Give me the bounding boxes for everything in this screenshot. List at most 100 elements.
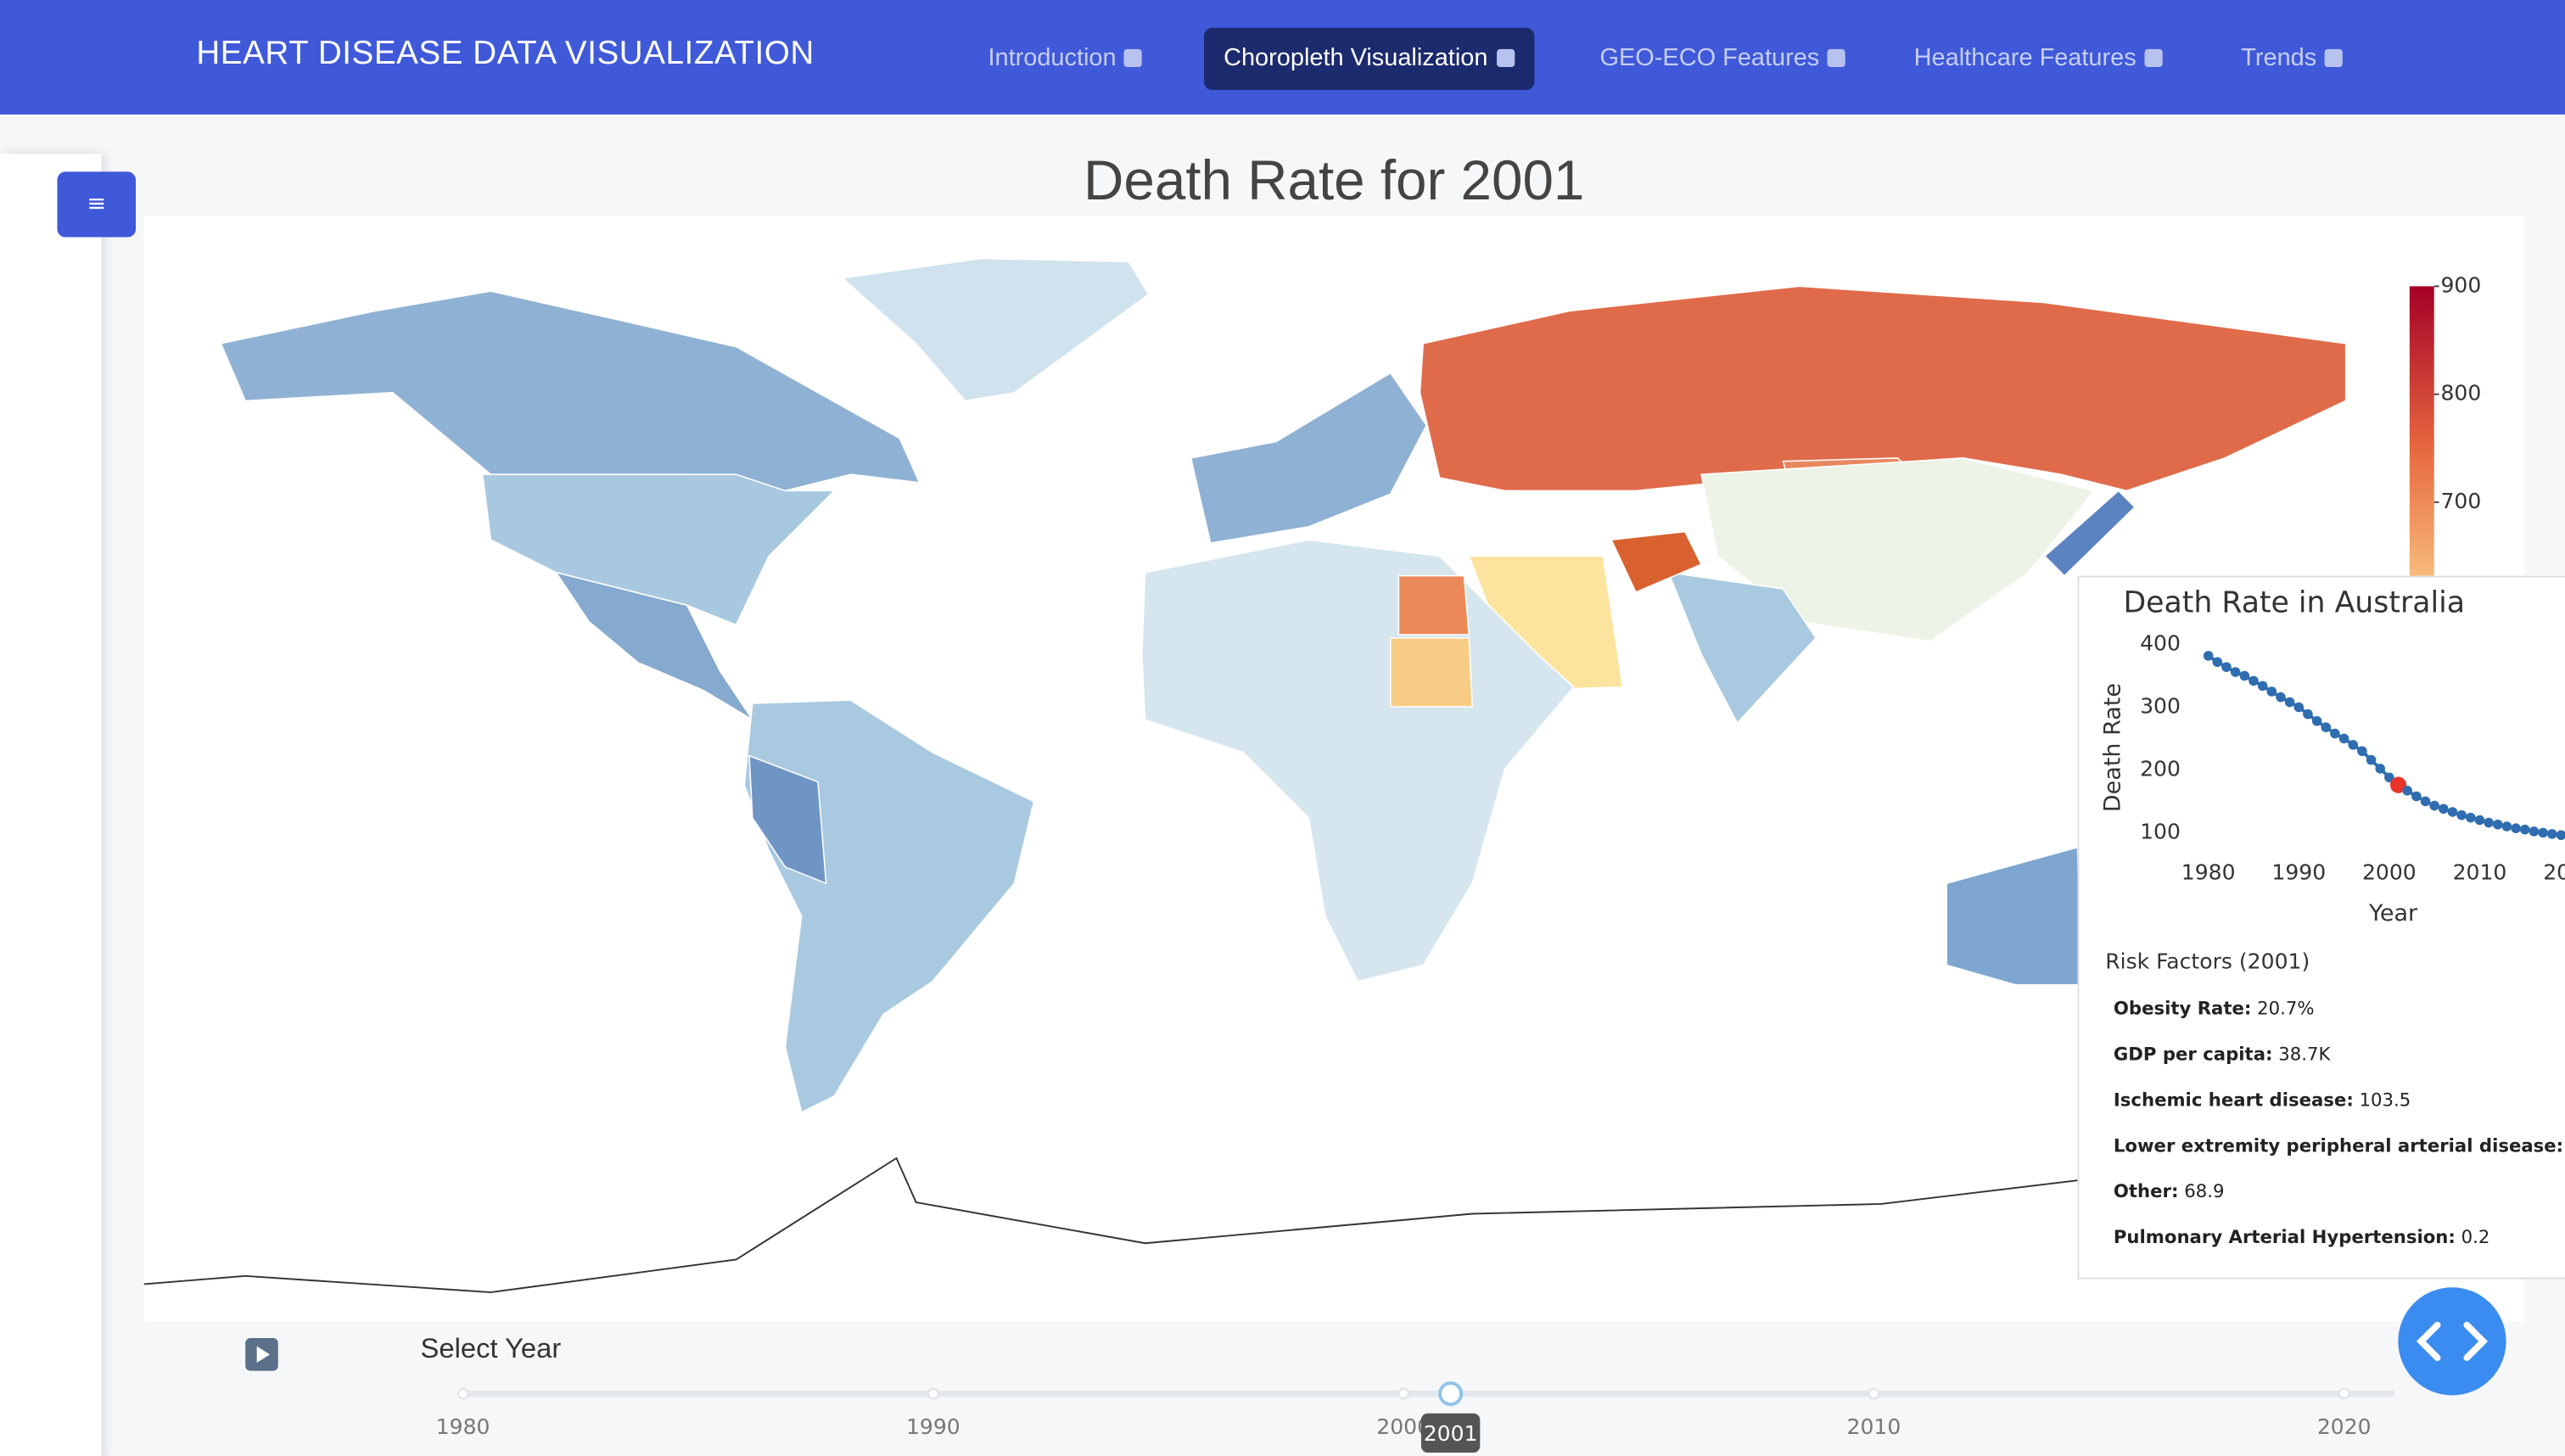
slider-tick bbox=[1397, 1387, 1409, 1400]
slider-tick-label: 2000 bbox=[1376, 1414, 1431, 1439]
risk-factor: Lower extremity peripheral arterial dise… bbox=[2114, 1135, 2565, 1156]
point bbox=[2212, 657, 2223, 668]
nav-item[interactable]: Healthcare Features bbox=[1895, 28, 2182, 90]
country[interactable] bbox=[841, 257, 1150, 402]
country[interactable] bbox=[1419, 285, 2347, 492]
colorbar-tick-label: 800 bbox=[2440, 381, 2481, 406]
nav-item[interactable]: Choropleth Visualization bbox=[1203, 27, 1534, 91]
colorbar-tick-label: 700 bbox=[2440, 489, 2481, 513]
risk-factor-label: Obesity Rate: bbox=[2113, 998, 2252, 1020]
risk-factor: Obesity Rate: 20.7% bbox=[2114, 998, 2315, 1019]
slider-tick-label: 2020 bbox=[2317, 1414, 2372, 1439]
risk-factor-value: 103.5 bbox=[2359, 1089, 2411, 1112]
play-button[interactable] bbox=[245, 1338, 278, 1371]
slider-value: 2001 bbox=[1424, 1421, 1478, 1446]
country[interactable] bbox=[481, 473, 837, 626]
point bbox=[2266, 686, 2277, 697]
navbar: HEART DISEASE DATA VISUALIZATION Introdu… bbox=[0, 0, 2565, 115]
point bbox=[2439, 804, 2449, 815]
country[interactable] bbox=[220, 290, 921, 522]
point bbox=[2402, 786, 2412, 796]
nav-label: Choropleth Visualization bbox=[1224, 44, 1488, 72]
nav-item[interactable]: GEO-ECO Features bbox=[1580, 28, 1865, 90]
slider-badge bbox=[1420, 1413, 1481, 1453]
point bbox=[2511, 823, 2521, 833]
point bbox=[2239, 670, 2250, 681]
risk-factor-value: 0.2 bbox=[2461, 1226, 2490, 1249]
point bbox=[2501, 821, 2512, 832]
slider-label: Select Year bbox=[420, 1333, 562, 1364]
country[interactable] bbox=[748, 754, 827, 885]
antarctica bbox=[143, 1156, 2349, 1294]
risk-factor-value: 68.9 bbox=[2184, 1180, 2225, 1203]
point bbox=[2411, 791, 2422, 802]
y-tick-label: 400 bbox=[2140, 631, 2181, 656]
point bbox=[2546, 829, 2557, 839]
point bbox=[2257, 680, 2268, 692]
x-tick-label: 1990 bbox=[2271, 860, 2326, 885]
point bbox=[2330, 728, 2340, 739]
slider-tick-label: 1990 bbox=[906, 1414, 960, 1439]
point bbox=[2556, 830, 2565, 841]
country[interactable] bbox=[1610, 530, 1703, 593]
x-tick-label: 2010 bbox=[2453, 860, 2507, 885]
point bbox=[2276, 692, 2286, 703]
nav-item[interactable]: Introduction bbox=[968, 28, 1162, 90]
risk-factor: Other: 68.9 bbox=[2114, 1181, 2225, 1202]
point bbox=[2538, 827, 2548, 838]
country[interactable] bbox=[1946, 846, 2082, 986]
nav-icon bbox=[2144, 48, 2163, 68]
point bbox=[2429, 800, 2439, 811]
point bbox=[2293, 702, 2305, 713]
nav-item[interactable]: Trends bbox=[2221, 28, 2362, 90]
nav-label: Introduction bbox=[988, 44, 1117, 72]
point bbox=[2221, 662, 2232, 672]
point bbox=[2311, 715, 2322, 726]
play-icon bbox=[256, 1346, 271, 1363]
point bbox=[2303, 708, 2313, 720]
point bbox=[2321, 722, 2332, 732]
country[interactable] bbox=[1397, 574, 1470, 636]
y-tick-label: 100 bbox=[2140, 819, 2181, 843]
nav-icon bbox=[1124, 48, 1143, 68]
slider-tick-label: 2010 bbox=[1847, 1414, 1901, 1439]
point bbox=[2484, 817, 2494, 828]
colorbar-ticks: 900 800 700 bbox=[2433, 272, 2481, 513]
inset-chart: Death Rate in Australia Year Death Rate … bbox=[2099, 585, 2565, 927]
point bbox=[2203, 651, 2214, 661]
risk-factor-value: 20.7% bbox=[2257, 998, 2315, 1020]
brand[interactable]: HEART DISEASE DATA VISUALIZATION bbox=[196, 36, 815, 72]
risk-factor-value: 38.7K bbox=[2278, 1044, 2331, 1066]
menu-button[interactable]: ≡ bbox=[57, 171, 137, 238]
risk-factors-title: Risk Factors (2001) bbox=[2105, 950, 2310, 976]
risk-factor: Pulmonary Arterial Hypertension: 0.2 bbox=[2114, 1227, 2489, 1248]
page-title: Death Rate for 2001 bbox=[1084, 150, 1585, 213]
x-tick-label: 2020 bbox=[2543, 860, 2565, 885]
country[interactable] bbox=[1667, 571, 1817, 725]
colorbar-tick-label: 900 bbox=[2440, 272, 2481, 297]
nav-icon bbox=[1827, 48, 1846, 68]
country[interactable] bbox=[1389, 637, 1473, 708]
point bbox=[2366, 754, 2377, 765]
slider-tick bbox=[456, 1387, 469, 1400]
point bbox=[2447, 807, 2458, 817]
x-tick-label: 1980 bbox=[2181, 860, 2236, 885]
y-tick-label: 200 bbox=[2140, 756, 2181, 781]
point bbox=[2456, 809, 2467, 820]
country[interactable] bbox=[1700, 457, 2096, 642]
point bbox=[2420, 796, 2431, 807]
code-button[interactable] bbox=[2398, 1287, 2506, 1396]
country[interactable] bbox=[1190, 372, 1428, 544]
code-icon bbox=[2416, 1321, 2489, 1362]
point bbox=[2357, 746, 2367, 757]
country[interactable] bbox=[2043, 490, 2137, 577]
nav-icon bbox=[2324, 48, 2344, 68]
point bbox=[2284, 697, 2295, 708]
slider-handle[interactable] bbox=[1438, 1381, 1464, 1407]
slider-tick-label: 1980 bbox=[436, 1414, 490, 1439]
country[interactable] bbox=[743, 699, 1035, 1114]
point bbox=[2338, 733, 2349, 744]
risk-factor-label: Pulmonary Arterial Hypertension: bbox=[2113, 1226, 2456, 1249]
